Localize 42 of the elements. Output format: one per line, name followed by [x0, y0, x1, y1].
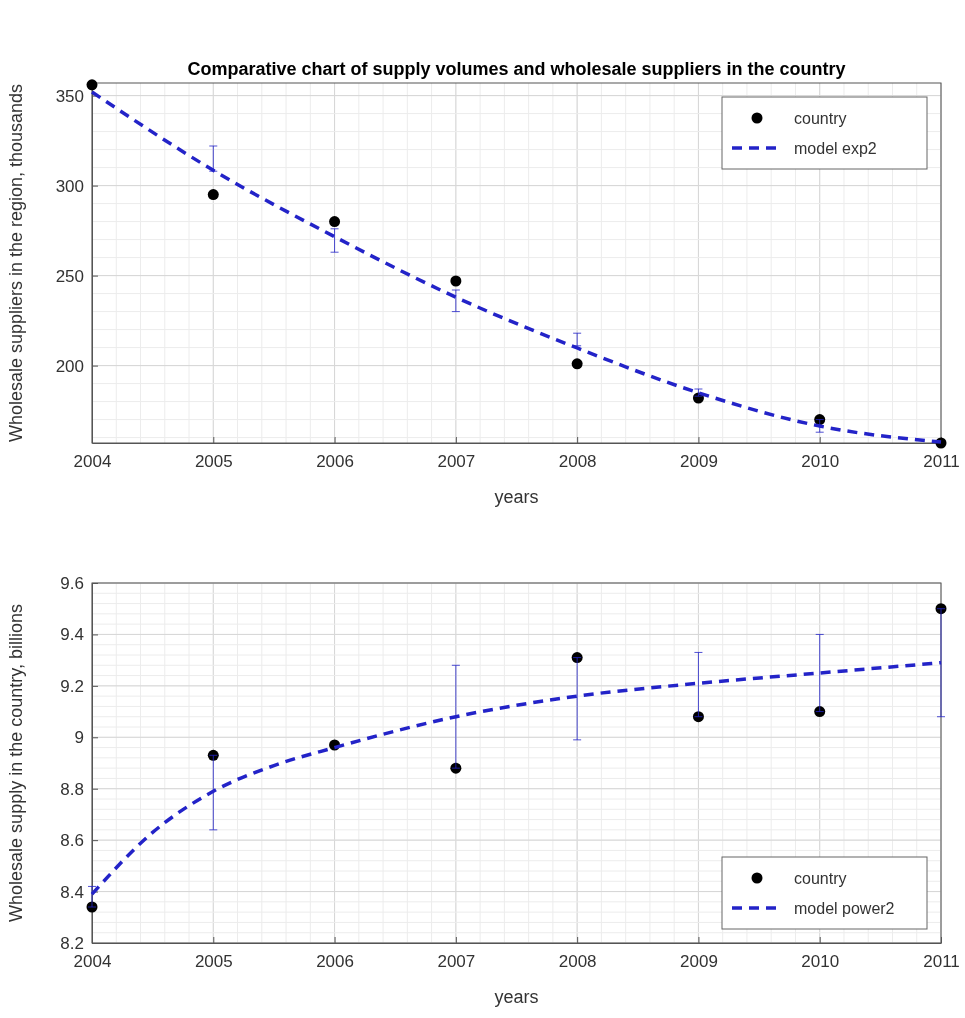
y-tick-label: 300 — [55, 176, 84, 196]
x-tick-label: 2004 — [73, 952, 112, 972]
legend-label: country — [794, 870, 847, 887]
x-tick-label: 2004 — [73, 452, 112, 472]
point — [571, 358, 583, 370]
y-tick-label: 9 — [74, 728, 84, 748]
x-tick-label: 2008 — [558, 952, 597, 972]
y-tick-label: 250 — [55, 266, 84, 286]
x-tick-label: 2008 — [558, 452, 597, 472]
x-axis-title: years — [494, 987, 539, 1007]
x-tick-label: 2009 — [680, 952, 718, 972]
x-tick-label: 2010 — [801, 452, 840, 472]
x-tick-label: 2011 — [923, 452, 960, 472]
y-tick-label: 350 — [55, 86, 84, 106]
x-tick-label: 2007 — [437, 452, 476, 472]
x-tick-label: 2005 — [194, 952, 233, 972]
y-axis-title: Wholesale suppliers in the region, thousands — [6, 83, 26, 443]
x-tick-label: 2007 — [437, 952, 476, 972]
y-tick-label: 8.4 — [60, 882, 84, 902]
point — [86, 79, 98, 91]
y-tick-label: 9.4 — [60, 625, 84, 645]
x-tick-label: 2011 — [923, 952, 960, 972]
y-tick-label: 200 — [55, 356, 84, 376]
point — [450, 275, 462, 287]
x-tick-label: 2009 — [680, 452, 718, 472]
y-tick-label: 8.6 — [60, 831, 84, 851]
x-axis-title: years — [494, 487, 539, 507]
y-tick-label: 9.6 — [60, 573, 84, 593]
y-tick-label: 8.2 — [60, 933, 84, 953]
y-tick-label: 8.8 — [60, 779, 84, 799]
legend-label: model power2 — [794, 900, 895, 917]
point — [329, 216, 341, 228]
point — [207, 189, 219, 201]
y-axis-title: Wholesale supply in the country, billions — [6, 604, 26, 922]
y-tick-label: 9.2 — [60, 676, 84, 696]
x-tick-label: 2005 — [194, 452, 233, 472]
x-tick-label: 2010 — [801, 952, 840, 972]
chart-title: Comparative chart of supply volumes and wholesale suppliers in the country — [187, 59, 846, 79]
x-tick-label: 2006 — [316, 952, 354, 972]
legend-label: model exp2 — [794, 140, 877, 157]
legend-label: country — [794, 110, 847, 127]
x-tick-label: 2006 — [316, 452, 354, 472]
